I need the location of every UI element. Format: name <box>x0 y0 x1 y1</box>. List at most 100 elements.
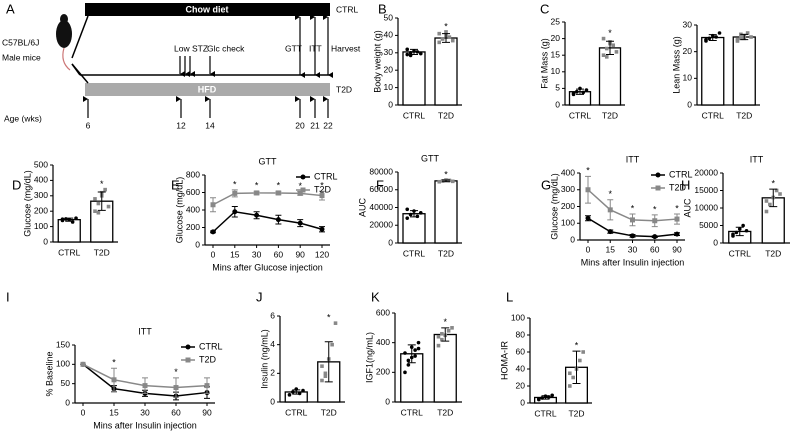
series-line <box>212 192 323 206</box>
data-point <box>704 37 708 42</box>
age: 12 <box>176 120 186 130</box>
data-point <box>537 396 541 401</box>
y-axis-label: IGF1(ng/mL) <box>364 332 374 383</box>
data-point <box>585 187 591 193</box>
data-point <box>652 234 658 240</box>
data-point <box>291 390 295 394</box>
data-point <box>406 358 411 363</box>
panel-letter: H <box>681 177 690 192</box>
x-tick-label: 15 <box>109 407 119 417</box>
x-tick-label: 60 <box>274 249 284 259</box>
annotation: * <box>233 179 237 189</box>
data-point <box>614 50 619 54</box>
annotation: * <box>675 203 679 213</box>
y-tick-label: 0 <box>713 237 718 247</box>
data-point <box>571 375 575 380</box>
age: 21 <box>310 120 320 130</box>
data-point <box>652 218 658 224</box>
hfd-label: HFD <box>198 84 217 94</box>
event-arrows <box>179 14 333 78</box>
x-tick-label: T2D <box>94 247 110 257</box>
data-point <box>320 378 324 383</box>
y-tick-label: 30 <box>384 47 394 57</box>
error-bar <box>441 327 450 342</box>
x-tick-label: 60 <box>650 244 660 254</box>
panel-letter: I <box>6 289 10 304</box>
data-point <box>413 354 417 358</box>
data-point <box>440 331 444 336</box>
ctrl-label: CTRL <box>336 4 358 14</box>
legend-label: T2D <box>314 184 332 194</box>
y-tick-label: 300 <box>34 190 48 200</box>
data-point <box>450 326 454 330</box>
data-point <box>405 47 410 52</box>
error-bar <box>65 217 74 222</box>
y-tick-label: 20000 <box>369 220 393 230</box>
panel-letter: K <box>371 289 380 304</box>
y-tick-label: 2 <box>270 368 275 378</box>
data-point <box>774 188 779 193</box>
y-tick-label: 150 <box>56 339 70 349</box>
data-point <box>275 190 281 196</box>
data-point <box>210 229 216 235</box>
data-point <box>111 377 117 383</box>
data-point <box>731 232 735 237</box>
annotation: * <box>298 181 302 191</box>
annotation: * <box>112 358 116 368</box>
y-tick-label: 40 <box>516 363 526 373</box>
y-axis-label: Insulin (ng/mL) <box>259 329 269 389</box>
data-point <box>630 233 635 239</box>
data-point <box>630 217 635 223</box>
error-bar <box>97 191 106 211</box>
y-tick-label: 200 <box>376 367 390 377</box>
data-point <box>714 35 718 39</box>
x-tick-label: T2D <box>736 110 752 120</box>
data-point <box>611 43 616 48</box>
data-point <box>601 36 606 41</box>
data-point <box>415 50 420 54</box>
y-tick-label: 20 <box>683 46 693 56</box>
age: 20 <box>295 120 305 130</box>
data-point <box>96 210 101 215</box>
data-point <box>440 37 445 41</box>
data-point <box>764 209 769 214</box>
strain: C57BL/6J <box>2 37 39 47</box>
y-tick-label: 0 <box>270 396 275 406</box>
data-point <box>333 321 338 325</box>
data-point <box>574 89 579 94</box>
y-tick-label: 0 <box>520 397 525 407</box>
data-point <box>607 207 613 213</box>
data-point <box>437 179 442 184</box>
sex: Male mice <box>2 52 41 62</box>
data-point <box>406 363 411 367</box>
y-tick-label: 0 <box>687 99 692 109</box>
error-bar <box>442 33 450 43</box>
error-bar <box>708 34 717 41</box>
y-tick-label: 20 <box>551 33 561 43</box>
data-point <box>440 179 445 183</box>
data-point <box>444 30 448 34</box>
data-point <box>93 197 97 201</box>
data-point <box>581 350 585 354</box>
y-tick-label: 5000 <box>699 220 718 230</box>
y-tick-label: 600 <box>186 187 200 197</box>
bar <box>701 36 725 106</box>
x-tick-label: T2D <box>765 248 781 258</box>
y-tick-label: 40000 <box>369 202 393 212</box>
data-point <box>254 190 260 196</box>
bar <box>732 36 756 106</box>
age: 6 <box>86 120 91 130</box>
data-point <box>674 216 680 222</box>
panel-letter: C <box>540 1 549 16</box>
y-tick-label: 800 <box>186 169 200 179</box>
data-point <box>93 209 97 213</box>
y-axis-label: Glucose (mg/dL) <box>549 173 559 240</box>
x-tick-label: CTRL <box>569 110 591 120</box>
data-point <box>745 31 750 35</box>
error-bar <box>572 350 581 384</box>
annotation: * <box>608 28 612 38</box>
data-point <box>297 190 303 196</box>
y-tick-label: 200 <box>186 222 200 232</box>
bar <box>402 51 426 106</box>
